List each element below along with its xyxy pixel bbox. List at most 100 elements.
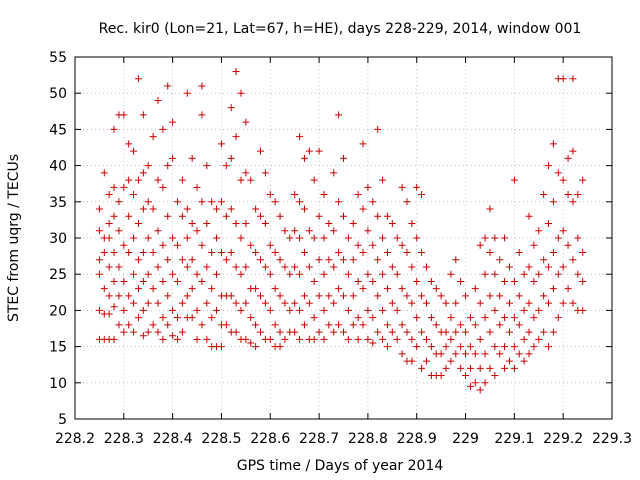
data-point — [413, 183, 421, 191]
data-point — [164, 292, 172, 300]
data-point — [95, 270, 103, 278]
data-point — [349, 292, 357, 300]
data-point — [154, 176, 162, 184]
x-tick-label: 228.2 — [55, 431, 95, 447]
data-point — [300, 321, 308, 329]
data-point — [476, 364, 484, 372]
data-point — [393, 306, 401, 314]
data-point — [374, 212, 382, 220]
data-point — [364, 270, 372, 278]
data-point — [422, 335, 430, 343]
x-tick-label: 229.3 — [592, 431, 632, 447]
data-point — [569, 75, 577, 83]
data-point — [257, 256, 265, 264]
data-point — [266, 270, 274, 278]
data-point — [359, 285, 367, 293]
data-point — [383, 343, 391, 351]
data-point — [354, 314, 362, 322]
data-point — [418, 248, 426, 256]
data-point — [413, 343, 421, 351]
data-point — [227, 205, 235, 213]
data-point — [447, 357, 455, 365]
data-point — [369, 198, 377, 206]
data-point — [276, 256, 284, 264]
data-point — [325, 256, 333, 264]
data-point — [574, 270, 582, 278]
data-point — [222, 321, 230, 329]
data-point — [340, 212, 347, 220]
data-point — [154, 227, 162, 235]
data-point — [232, 67, 240, 75]
data-point — [242, 299, 250, 307]
data-point — [486, 292, 494, 300]
data-point — [422, 263, 430, 271]
data-point — [335, 321, 343, 329]
data-point — [227, 248, 235, 256]
data-point — [286, 234, 294, 242]
y-tick-label: 5 — [58, 412, 67, 428]
data-point — [110, 277, 118, 285]
data-point — [379, 270, 387, 278]
data-point — [505, 299, 513, 307]
data-point — [217, 343, 225, 351]
data-point — [525, 328, 533, 336]
data-point — [432, 321, 440, 329]
data-point — [100, 285, 108, 293]
data-point — [574, 191, 582, 199]
data-point — [535, 227, 543, 235]
data-point — [515, 248, 523, 256]
data-point — [120, 328, 128, 336]
data-point — [110, 125, 118, 133]
data-point — [437, 350, 445, 358]
data-point — [491, 234, 499, 242]
data-point — [296, 234, 304, 242]
data-point — [418, 328, 426, 336]
data-point — [510, 176, 518, 184]
data-point — [227, 154, 235, 162]
data-point — [369, 314, 377, 322]
data-point — [486, 248, 494, 256]
data-point — [505, 357, 513, 365]
data-point — [276, 292, 284, 300]
data-point — [408, 220, 416, 228]
data-point — [530, 241, 538, 249]
data-point — [222, 256, 230, 264]
data-point — [130, 328, 138, 336]
data-point — [559, 176, 567, 184]
data-point — [354, 241, 362, 249]
y-tick-label: 30 — [49, 231, 67, 247]
data-point — [120, 241, 128, 249]
data-point — [110, 248, 118, 256]
data-point — [383, 321, 391, 329]
data-point — [486, 205, 494, 213]
data-point — [198, 111, 206, 119]
data-point — [125, 248, 133, 256]
data-point — [208, 314, 216, 322]
data-point — [320, 191, 328, 199]
data-point — [95, 205, 103, 213]
data-point — [281, 227, 289, 235]
data-point — [408, 357, 416, 365]
data-point — [559, 263, 567, 271]
data-point — [95, 256, 103, 264]
data-point — [120, 183, 128, 191]
data-point — [510, 343, 518, 351]
data-point — [159, 183, 167, 191]
data-point — [505, 263, 513, 271]
data-point — [481, 270, 489, 278]
data-point — [237, 234, 245, 242]
data-point — [164, 82, 172, 90]
data-point — [310, 335, 318, 343]
data-point — [374, 256, 382, 264]
data-point — [466, 314, 474, 322]
data-point — [139, 205, 147, 213]
data-point — [266, 241, 274, 249]
data-point — [427, 277, 435, 285]
data-point — [535, 306, 543, 314]
data-point — [115, 321, 123, 329]
data-point — [286, 306, 294, 314]
data-point — [525, 299, 533, 307]
y-tick-label: 15 — [49, 340, 67, 356]
data-point — [222, 212, 230, 220]
